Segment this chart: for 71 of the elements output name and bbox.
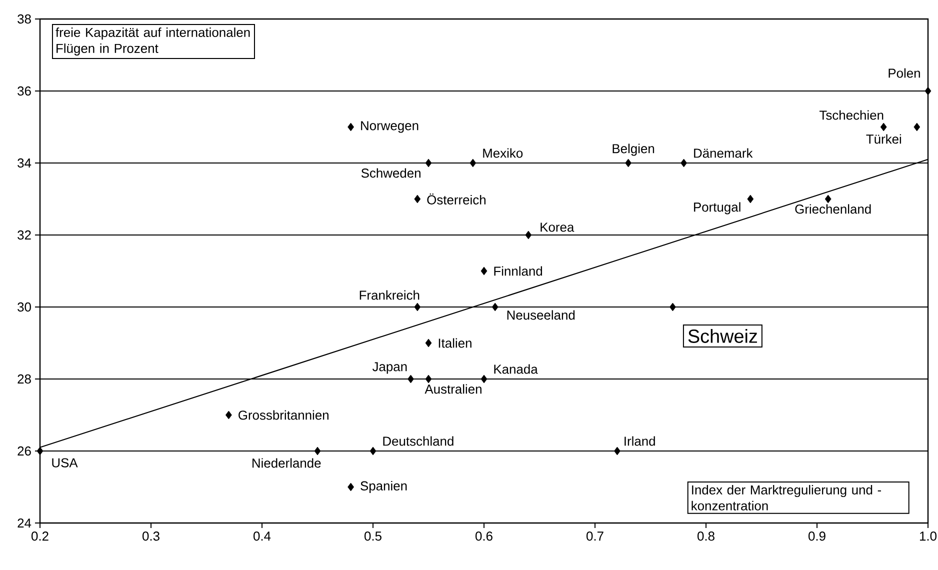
point	[625, 158, 632, 168]
annotation: Polen	[888, 68, 920, 78]
y-axis-title: freie Kapazität auf internationalen Flügen in Prozent	[56, 28, 250, 56]
point	[408, 374, 414, 384]
annotation: Irland	[624, 436, 655, 446]
y-tick-label: 34	[18, 158, 32, 168]
point	[525, 230, 532, 240]
point	[880, 122, 887, 132]
point	[425, 338, 432, 348]
annotation: Tschechien	[820, 110, 884, 120]
annotation: Mexiko	[483, 148, 523, 158]
point	[924, 86, 932, 96]
y-tick-label: 30	[18, 302, 31, 312]
y-tick-label: 28	[18, 374, 31, 384]
point	[824, 194, 832, 204]
annotation: Schweden	[361, 168, 420, 178]
annotation: Griechenland	[795, 204, 871, 214]
x-tick-label: 0.2	[32, 532, 48, 541]
annotation: Kanada	[494, 364, 538, 374]
annotation: Türkei	[866, 134, 902, 144]
y-tick-label: 24	[18, 518, 32, 528]
annotation: Australien	[424, 384, 482, 394]
point	[914, 122, 920, 132]
annotation: Belgien	[612, 144, 654, 156]
point	[370, 446, 376, 456]
x-tick-label: 0.5	[364, 532, 382, 541]
point	[680, 158, 687, 168]
point	[425, 158, 432, 168]
y-tick-label: 36	[18, 86, 31, 96]
point	[226, 410, 232, 420]
point	[492, 302, 498, 312]
point	[314, 446, 321, 456]
annotation: Finnland	[494, 266, 542, 276]
y-tick-label: 32	[18, 230, 31, 240]
x-tick-label: 0.8	[698, 532, 714, 541]
point	[348, 482, 354, 492]
point	[614, 446, 620, 456]
x-tick-label: 0.7	[586, 532, 604, 541]
annotation: Dänemark	[694, 148, 753, 158]
point	[670, 302, 676, 312]
x-tick-label: 0.6	[476, 532, 492, 541]
x-tick-label: 1.0	[920, 532, 937, 541]
annotation: Frankreich	[360, 290, 420, 300]
annotation: Neuseeland	[507, 310, 575, 320]
annotation: USA	[52, 458, 78, 468]
point	[480, 266, 488, 276]
x-tick-label: 0.4	[254, 532, 271, 541]
point	[414, 302, 421, 312]
annotation: Österreich	[427, 194, 486, 204]
point	[414, 194, 421, 204]
x-tick-label: 0.9	[808, 532, 826, 541]
annotation: Norwegen	[361, 121, 418, 133]
annotation: Portugal	[694, 202, 740, 214]
annotation: Niederlande	[252, 458, 321, 468]
point	[425, 374, 432, 384]
point	[470, 158, 476, 168]
x-axis-title: Index der Marktregulierung und -konzentration	[692, 484, 882, 510]
annotation: Italien	[438, 338, 472, 348]
point	[747, 194, 754, 204]
x-tick-label: 0.3	[142, 532, 160, 541]
point	[480, 374, 488, 384]
annotation: Japan	[372, 362, 407, 374]
annotation: Deutschland	[383, 436, 454, 446]
point	[36, 446, 44, 456]
y-tick-label: 26	[18, 446, 31, 456]
annotation: Grossbritannien	[238, 410, 328, 420]
y-tick-label: 38	[18, 14, 31, 24]
point	[348, 122, 354, 132]
annotation: Spanien	[360, 480, 407, 494]
annotation: Schweiz	[688, 329, 757, 343]
annotation: Korea	[540, 222, 574, 232]
